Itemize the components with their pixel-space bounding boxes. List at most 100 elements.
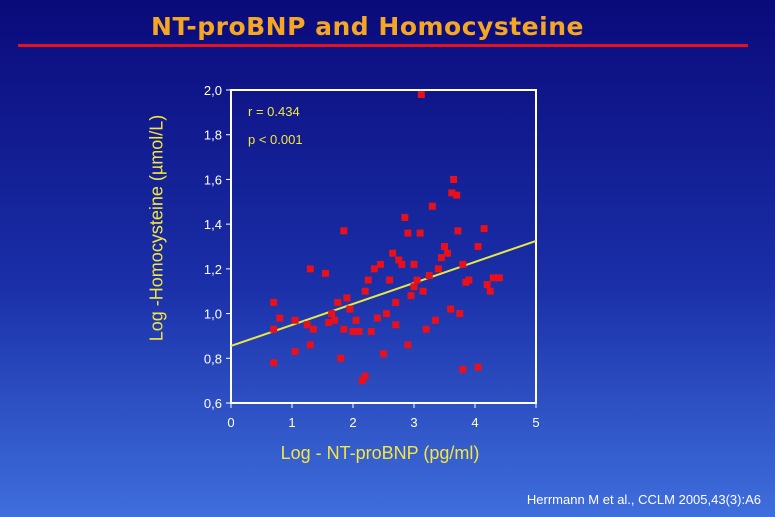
y-tick-label: 2,0 — [204, 83, 222, 98]
data-point — [459, 365, 467, 373]
data-point — [303, 321, 311, 329]
data-point — [416, 229, 424, 237]
data-point — [459, 260, 467, 268]
data-point — [309, 325, 317, 333]
data-point — [361, 287, 369, 295]
data-point — [270, 298, 278, 306]
data-point — [398, 260, 406, 268]
x-tick-label: 1 — [288, 415, 295, 430]
data-point — [454, 227, 462, 235]
data-point — [331, 316, 339, 324]
data-point — [370, 265, 378, 273]
x-tick-label: 0 — [227, 415, 234, 430]
data-point — [450, 175, 458, 183]
data-point — [361, 372, 369, 380]
data-point — [413, 276, 421, 284]
data-point — [306, 341, 314, 349]
data-point — [444, 249, 452, 257]
data-point — [380, 350, 387, 358]
data-point — [425, 272, 433, 280]
data-point — [364, 276, 372, 284]
data-point — [495, 274, 503, 282]
data-point — [407, 292, 415, 300]
data-point — [270, 325, 278, 333]
data-point — [276, 314, 284, 322]
y-tick-label: 1,4 — [204, 217, 222, 232]
data-point — [386, 276, 394, 284]
x-tick-label: 2 — [349, 415, 356, 430]
data-point — [422, 325, 430, 333]
data-point — [434, 265, 442, 273]
data-point — [474, 363, 482, 371]
y-tick-label: 1,2 — [204, 262, 222, 277]
data-point — [489, 274, 497, 282]
data-point — [322, 269, 330, 277]
data-point — [352, 316, 360, 324]
x-tick-label: 4 — [471, 415, 478, 430]
data-point — [431, 316, 439, 324]
x-tick-label: 5 — [532, 415, 539, 430]
citation: Herrmann M et al., CCLM 2005,43(3):A6 — [526, 492, 761, 507]
data-point — [270, 359, 278, 367]
x-tick-label: 3 — [410, 415, 417, 430]
data-point — [404, 229, 412, 237]
x-axis: 0 1 2 3 4 5 — [227, 403, 540, 430]
data-point — [401, 213, 409, 221]
data-point — [456, 310, 464, 318]
data-point — [404, 341, 412, 349]
y-axis-label: Log -Homocysteine (µmol/L) — [146, 114, 167, 342]
data-point — [367, 327, 375, 335]
data-point — [334, 298, 342, 306]
y-axis: 0,6 0,8 1,0 1,2 1,4 1,6 1,8 2,0 — [204, 83, 231, 411]
data-point — [483, 281, 491, 289]
data-point — [376, 260, 384, 268]
data-point — [417, 90, 425, 98]
data-point — [480, 225, 488, 233]
data-point — [291, 348, 299, 356]
data-point — [453, 191, 461, 199]
data-point — [325, 319, 333, 327]
data-point — [441, 243, 448, 250]
data-point — [486, 287, 494, 295]
x-axis-label: Log - NT-proBNP (pg/ml) — [280, 443, 480, 463]
plot-frame — [230, 89, 537, 404]
data-point — [291, 316, 299, 324]
data-point — [349, 327, 357, 335]
data-point — [373, 314, 381, 322]
data-point — [355, 327, 363, 335]
data-point — [392, 321, 400, 329]
data-point — [392, 298, 400, 306]
data-point — [346, 305, 354, 313]
y-tick-label: 1,0 — [204, 307, 222, 322]
data-point — [410, 283, 418, 291]
stat-r: r = 0.434 — [248, 104, 300, 119]
y-tick-label: 0,8 — [204, 351, 222, 366]
y-tick-label: 0,6 — [204, 396, 222, 411]
data-point — [428, 202, 436, 210]
data-point — [343, 294, 351, 302]
y-tick-label: 1,6 — [204, 172, 222, 187]
data-point — [395, 256, 403, 264]
data-point — [448, 189, 456, 197]
data-point — [447, 305, 455, 313]
slide-title: NT-proBNP and Homocysteine — [151, 12, 584, 41]
data-point — [328, 310, 336, 318]
data-point — [340, 325, 348, 333]
data-point — [358, 377, 366, 385]
y-tick-label: 1,8 — [204, 128, 222, 143]
title-divider — [18, 44, 748, 47]
data-point — [465, 276, 473, 284]
data-point — [383, 310, 391, 318]
data-point — [306, 265, 314, 273]
data-point — [474, 243, 482, 250]
data-points — [270, 90, 503, 385]
data-point — [337, 354, 345, 362]
stat-p: p < 0.001 — [248, 132, 303, 147]
data-point — [389, 249, 397, 257]
data-point — [419, 287, 427, 295]
regression-line — [230, 239, 537, 347]
data-point — [340, 227, 348, 235]
data-point — [437, 254, 445, 262]
data-point — [410, 260, 418, 268]
